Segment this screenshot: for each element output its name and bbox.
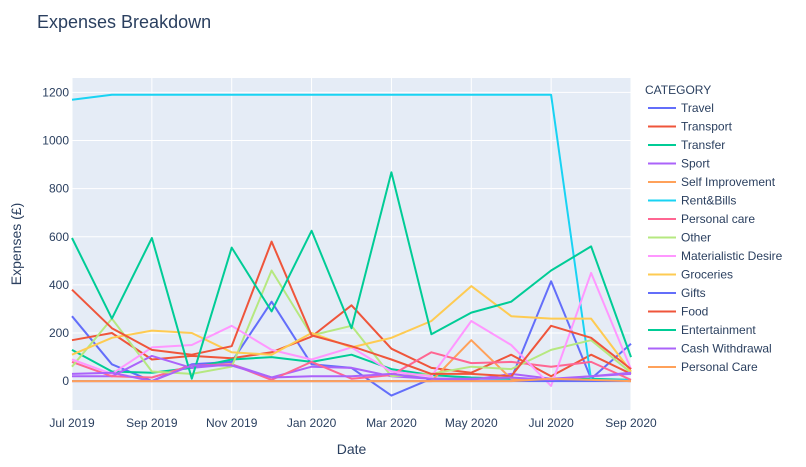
legend-label: Personal care xyxy=(681,212,755,226)
y-tick-label: 1000 xyxy=(42,134,69,148)
legend-item-self-improvement[interactable]: Self Improvement xyxy=(648,175,776,189)
x-tick-label: Mar 2020 xyxy=(366,416,417,430)
x-tick-label: Jan 2020 xyxy=(287,416,337,430)
y-tick-label: 0 xyxy=(62,374,69,388)
legend-item-personal-care[interactable]: Personal care xyxy=(648,212,755,226)
y-axis-ticks: 0 200 400 600 800 1000 1200 xyxy=(42,85,69,388)
x-tick-label: May 2020 xyxy=(445,416,498,430)
legend-title: CATEGORY xyxy=(645,83,711,97)
legend-item-rent-bills[interactable]: Rent&Bills xyxy=(648,194,736,208)
series-line-groceries xyxy=(71,285,632,373)
legend-label: Personal Care xyxy=(681,360,758,374)
y-tick-label: 200 xyxy=(49,326,69,340)
legend-label: Groceries xyxy=(681,268,733,282)
legend-item-sport[interactable]: Sport xyxy=(648,157,710,171)
legend-label: Rent&Bills xyxy=(681,194,736,208)
x-tick-label: Sep 2019 xyxy=(126,416,178,430)
plot-area xyxy=(72,78,631,410)
legend-item-transport[interactable]: Transport xyxy=(648,120,733,134)
legend-item-other[interactable]: Other xyxy=(648,231,711,245)
legend[interactable]: Travel Transport Transfer Sport Self Improve… xyxy=(648,101,783,374)
legend-label: Food xyxy=(681,305,708,319)
y-tick-label: 400 xyxy=(49,278,69,292)
legend-item-materialistic-desire[interactable]: Materialistic Desire xyxy=(648,249,783,263)
legend-item-food[interactable]: Food xyxy=(648,305,708,319)
x-axis-ticks: Jul 2019 Sep 2019 Nov 2019 Jan 2020 Mar 2020… xyxy=(49,416,657,430)
x-axis-title: Date xyxy=(337,441,367,457)
series-lines xyxy=(71,93,632,397)
x-tick-label: Nov 2019 xyxy=(206,416,258,430)
legend-item-cash-withdrawal[interactable]: Cash Withdrawal xyxy=(648,342,772,356)
y-tick-label: 1200 xyxy=(42,85,69,99)
legend-item-gifts[interactable]: Gifts xyxy=(648,286,706,300)
legend-item-travel[interactable]: Travel xyxy=(648,101,714,115)
legend-label: Self Improvement xyxy=(681,175,776,189)
legend-item-groceries[interactable]: Groceries xyxy=(648,268,733,282)
legend-item-personal-care[interactable]: Personal Care xyxy=(648,360,758,374)
legend-label: Cash Withdrawal xyxy=(681,342,772,356)
legend-label: Sport xyxy=(681,157,710,171)
y-tick-label: 600 xyxy=(49,230,69,244)
legend-label: Entertainment xyxy=(681,323,756,337)
legend-label: Other xyxy=(681,231,711,245)
legend-label: Transfer xyxy=(681,138,725,152)
legend-item-entertainment[interactable]: Entertainment xyxy=(648,323,756,337)
legend-item-transfer[interactable]: Transfer xyxy=(648,138,725,152)
series-line-food xyxy=(71,240,632,378)
legend-label: Materialistic Desire xyxy=(681,249,783,263)
y-tick-label: 800 xyxy=(49,182,69,196)
series-line-personal-care xyxy=(71,351,632,381)
legend-label: Gifts xyxy=(681,286,706,300)
legend-label: Travel xyxy=(681,101,714,115)
x-tick-label: Jul 2019 xyxy=(49,416,95,430)
series-line-transport xyxy=(71,304,632,378)
series-line-personal-care xyxy=(72,377,632,383)
series-line-sport xyxy=(72,354,632,381)
legend-label: Transport xyxy=(681,120,733,134)
x-tick-label: Sep 2020 xyxy=(605,416,657,430)
series-line-rent-bills xyxy=(71,93,631,381)
chart-title: Expenses Breakdown xyxy=(37,12,212,32)
y-axis-title: Expenses (£) xyxy=(8,203,24,285)
x-tick-label: Jul 2020 xyxy=(528,416,574,430)
series-line-entertainment xyxy=(71,171,632,380)
